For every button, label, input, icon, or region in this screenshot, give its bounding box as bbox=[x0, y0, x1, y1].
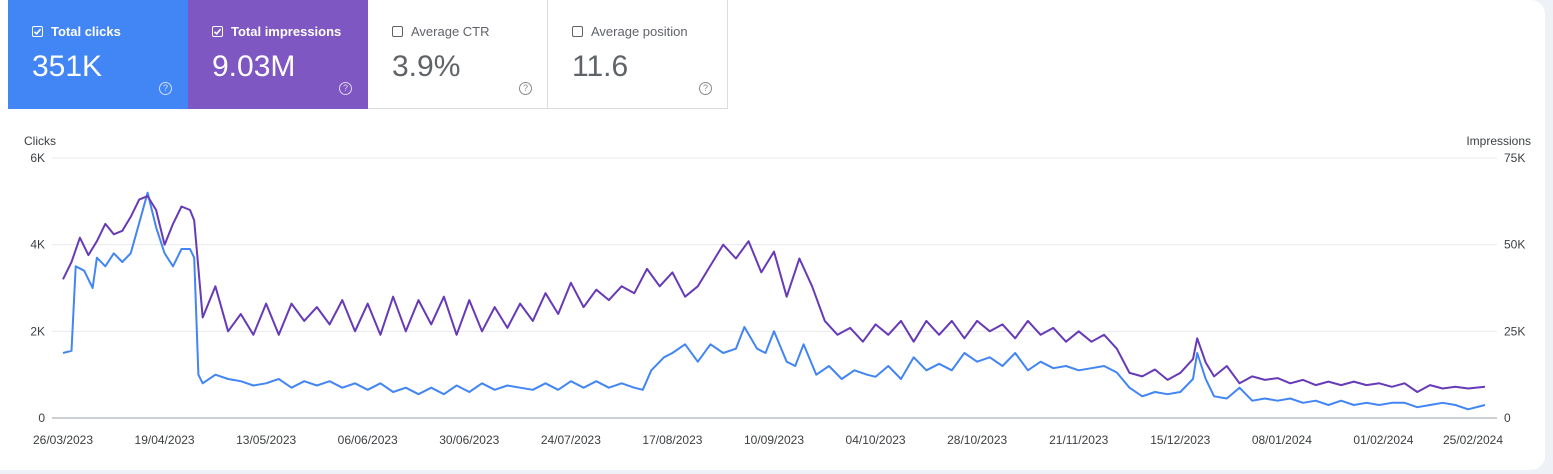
x-tick-label: 04/10/2023 bbox=[846, 433, 906, 447]
x-tick-label: 26/03/2023 bbox=[33, 433, 93, 447]
help-icon[interactable]: ? bbox=[699, 82, 712, 95]
x-tick-label: 19/04/2023 bbox=[135, 433, 195, 447]
x-tick-label: 06/06/2023 bbox=[338, 433, 398, 447]
y-right-tick-label: 0 bbox=[1504, 411, 1511, 425]
x-tick-label: 30/06/2023 bbox=[439, 433, 499, 447]
metric-tabs: Total clicks 351K ? Total impressions 9.… bbox=[8, 0, 728, 109]
metric-label: Total impressions bbox=[231, 24, 342, 39]
y-left-tick-label: 6K bbox=[30, 151, 45, 165]
y-left-tick-label: 2K bbox=[30, 324, 45, 338]
y-left-axis-title: Clicks bbox=[24, 134, 56, 148]
performance-line-chart: 6K 4K 2K 0 75K 50K 25K 0 26/03/2023 19/04/2023 1… bbox=[30, 151, 1525, 447]
y-left-tick-label: 4K bbox=[30, 238, 45, 252]
checkbox-checked-icon[interactable] bbox=[212, 26, 223, 37]
series-line-clicks bbox=[62, 191, 1486, 411]
x-tick-label: 13/05/2023 bbox=[236, 433, 296, 447]
metric-average-position[interactable]: Average position 11.6 ? bbox=[548, 0, 728, 109]
x-tick-label: 08/01/2024 bbox=[1252, 433, 1312, 447]
x-tick-label: 28/10/2023 bbox=[947, 433, 1007, 447]
metric-total-impressions[interactable]: Total impressions 9.03M ? bbox=[188, 0, 368, 109]
checkbox-unchecked-icon[interactable] bbox=[392, 26, 403, 37]
x-tick-label: 01/02/2024 bbox=[1353, 433, 1413, 447]
x-tick-label: 25/02/2024 bbox=[1443, 433, 1503, 447]
x-tick-label: 21/11/2023 bbox=[1049, 433, 1108, 447]
checkbox-unchecked-icon[interactable] bbox=[572, 26, 583, 37]
metric-average-ctr[interactable]: Average CTR 3.9% ? bbox=[368, 0, 548, 109]
help-icon[interactable]: ? bbox=[159, 82, 172, 95]
y-right-tick-label: 25K bbox=[1504, 324, 1525, 338]
metric-label: Average position bbox=[591, 24, 688, 39]
x-tick-label: 24/07/2023 bbox=[541, 433, 601, 447]
metric-value: 11.6 bbox=[572, 50, 629, 83]
y-right-tick-label: 75K bbox=[1504, 151, 1525, 165]
metric-label: Average CTR bbox=[411, 24, 490, 39]
metric-total-clicks[interactable]: Total clicks 351K ? bbox=[8, 0, 188, 109]
x-tick-label: 15/12/2023 bbox=[1150, 433, 1210, 447]
metric-label: Total clicks bbox=[51, 24, 121, 39]
y-right-tick-label: 50K bbox=[1504, 238, 1525, 252]
metric-value: 3.9% bbox=[392, 50, 461, 83]
metric-value: 351K bbox=[32, 50, 103, 83]
y-right-axis-title: Impressions bbox=[1466, 134, 1531, 148]
help-icon[interactable]: ? bbox=[519, 82, 532, 95]
help-icon[interactable]: ? bbox=[339, 82, 352, 95]
metric-value: 9.03M bbox=[212, 50, 296, 83]
series-line-impressions bbox=[62, 195, 1486, 393]
x-tick-label: 10/09/2023 bbox=[744, 433, 804, 447]
y-left-tick-label: 0 bbox=[38, 411, 45, 425]
checkbox-checked-icon[interactable] bbox=[32, 26, 43, 37]
x-tick-label: 17/08/2023 bbox=[642, 433, 702, 447]
